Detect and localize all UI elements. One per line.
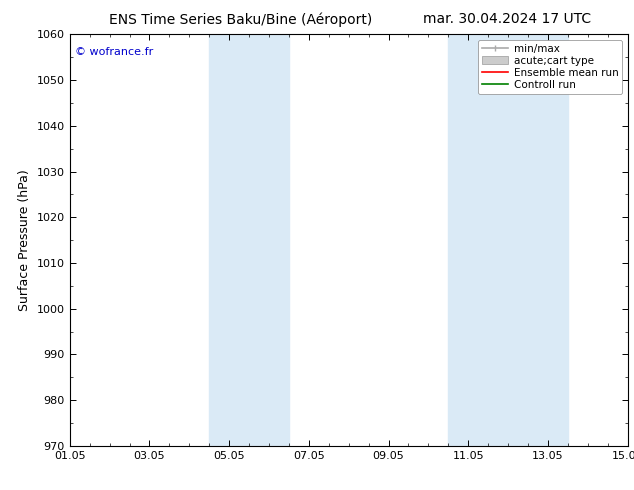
Text: © wofrance.fr: © wofrance.fr: [75, 47, 153, 57]
Text: mar. 30.04.2024 17 UTC: mar. 30.04.2024 17 UTC: [423, 12, 592, 26]
Bar: [209, 34, 289, 446]
Text: ENS Time Series Baku/Bine (Aéroport): ENS Time Series Baku/Bine (Aéroport): [109, 12, 373, 27]
Bar: [448, 34, 568, 446]
Legend: min/max, acute;cart type, Ensemble mean run, Controll run: min/max, acute;cart type, Ensemble mean …: [478, 40, 623, 94]
Y-axis label: Surface Pressure (hPa): Surface Pressure (hPa): [18, 169, 31, 311]
